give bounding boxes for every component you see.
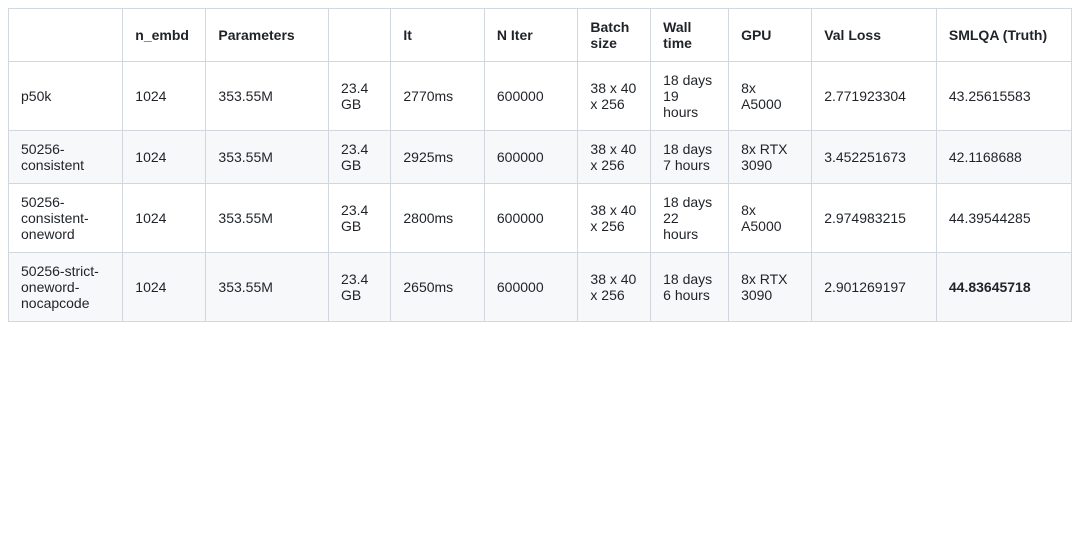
col-header-1: n_embd — [123, 9, 206, 62]
col-header-6: Batch size — [578, 9, 651, 62]
results-table-wrap: n_embdParameters ItN IterBatch sizeWall t… — [8, 8, 1072, 322]
col-header-3 — [329, 9, 391, 62]
cell-r1-c0: 50256-consistent — [9, 131, 123, 184]
cell-r3-c7: 18 days 6 hours — [651, 253, 729, 322]
cell-r2-c4: 2800ms — [391, 184, 485, 253]
col-header-10: SMLQA (Truth) — [936, 9, 1071, 62]
cell-r3-c8: 8x RTX 3090 — [729, 253, 812, 322]
cell-r1-c2: 353.55M — [206, 131, 329, 184]
cell-r1-c6: 38 x 40 x 256 — [578, 131, 651, 184]
cell-r0-c7: 18 days 19 hours — [651, 62, 729, 131]
cell-r2-c9: 2.974983215 — [812, 184, 937, 253]
cell-r2-c7: 18 days 22 hours — [651, 184, 729, 253]
cell-r0-c6: 38 x 40 x 256 — [578, 62, 651, 131]
cell-r3-c5: 600000 — [484, 253, 578, 322]
cell-r0-c4: 2770ms — [391, 62, 485, 131]
cell-r1-c7: 18 days 7 hours — [651, 131, 729, 184]
cell-r0-c5: 600000 — [484, 62, 578, 131]
cell-r0-c10: 43.25615583 — [936, 62, 1071, 131]
cell-r0-c3: 23.4 GB — [329, 62, 391, 131]
table-row: 50256-consistent-oneword1024353.55M23.4 … — [9, 184, 1072, 253]
col-header-9: Val Loss — [812, 9, 937, 62]
cell-r1-c9: 3.452251673 — [812, 131, 937, 184]
cell-r1-c1: 1024 — [123, 131, 206, 184]
table-row: 50256-strict-oneword-nocapcode1024353.55… — [9, 253, 1072, 322]
cell-r3-c0: 50256-strict-oneword-nocapcode — [9, 253, 123, 322]
col-header-8: GPU — [729, 9, 812, 62]
cell-r1-c10: 42.1168688 — [936, 131, 1071, 184]
cell-r3-c3: 23.4 GB — [329, 253, 391, 322]
cell-r1-c4: 2925ms — [391, 131, 485, 184]
cell-r2-c5: 600000 — [484, 184, 578, 253]
cell-r2-c0: 50256-consistent-oneword — [9, 184, 123, 253]
cell-r3-c6: 38 x 40 x 256 — [578, 253, 651, 322]
table-head: n_embdParameters ItN IterBatch sizeWall t… — [9, 9, 1072, 62]
table-row: 50256-consistent1024353.55M23.4 GB2925ms… — [9, 131, 1072, 184]
cell-r2-c6: 38 x 40 x 256 — [578, 184, 651, 253]
col-header-4: It — [391, 9, 485, 62]
cell-r2-c2: 353.55M — [206, 184, 329, 253]
cell-r0-c8: 8x A5000 — [729, 62, 812, 131]
cell-r1-c3: 23.4 GB — [329, 131, 391, 184]
cell-r1-c5: 600000 — [484, 131, 578, 184]
cell-r0-c1: 1024 — [123, 62, 206, 131]
col-header-0 — [9, 9, 123, 62]
header-row: n_embdParameters ItN IterBatch sizeWall t… — [9, 9, 1072, 62]
results-table: n_embdParameters ItN IterBatch sizeWall t… — [8, 8, 1072, 322]
cell-r3-c1: 1024 — [123, 253, 206, 322]
table-body: p50k1024353.55M23.4 GB2770ms60000038 x 4… — [9, 62, 1072, 322]
cell-r3-c4: 2650ms — [391, 253, 485, 322]
cell-r2-c10: 44.39544285 — [936, 184, 1071, 253]
cell-r1-c8: 8x RTX 3090 — [729, 131, 812, 184]
cell-r0-c9: 2.771923304 — [812, 62, 937, 131]
cell-r3-c2: 353.55M — [206, 253, 329, 322]
cell-r0-c2: 353.55M — [206, 62, 329, 131]
cell-r2-c8: 8x A5000 — [729, 184, 812, 253]
col-header-5: N Iter — [484, 9, 578, 62]
col-header-2: Parameters — [206, 9, 329, 62]
cell-r3-c9: 2.901269197 — [812, 253, 937, 322]
table-row: p50k1024353.55M23.4 GB2770ms60000038 x 4… — [9, 62, 1072, 131]
cell-r3-c10: 44.83645718 — [936, 253, 1071, 322]
cell-r2-c3: 23.4 GB — [329, 184, 391, 253]
cell-r0-c0: p50k — [9, 62, 123, 131]
col-header-7: Wall time — [651, 9, 729, 62]
cell-r2-c1: 1024 — [123, 184, 206, 253]
